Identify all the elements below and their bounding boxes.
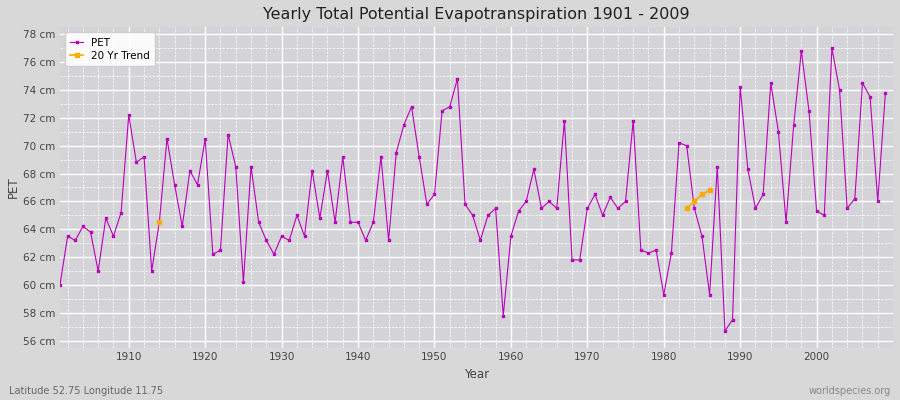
PET	[880, 90, 891, 95]
Text: Latitude 52.75 Longitude 11.75: Latitude 52.75 Longitude 11.75	[9, 386, 163, 396]
PET	[498, 313, 508, 318]
PET	[55, 282, 66, 287]
X-axis label: Year: Year	[464, 368, 489, 381]
Text: worldspecies.org: worldspecies.org	[809, 386, 891, 396]
Legend: PET, 20 Yr Trend: PET, 20 Yr Trend	[65, 32, 155, 66]
Line: PET: PET	[58, 47, 886, 332]
20 Yr Trend	[688, 199, 699, 204]
20 Yr Trend	[681, 206, 692, 211]
PET	[598, 213, 608, 218]
PET	[506, 234, 517, 239]
PET	[116, 210, 127, 215]
Line: 20 Yr Trend: 20 Yr Trend	[685, 188, 711, 210]
20 Yr Trend	[697, 192, 707, 197]
Title: Yearly Total Potential Evapotranspiration 1901 - 2009: Yearly Total Potential Evapotranspiratio…	[263, 7, 689, 22]
20 Yr Trend	[704, 188, 715, 193]
PET	[284, 238, 294, 243]
PET	[826, 46, 837, 50]
Y-axis label: PET: PET	[7, 177, 20, 198]
PET	[329, 220, 340, 225]
PET	[719, 328, 730, 333]
